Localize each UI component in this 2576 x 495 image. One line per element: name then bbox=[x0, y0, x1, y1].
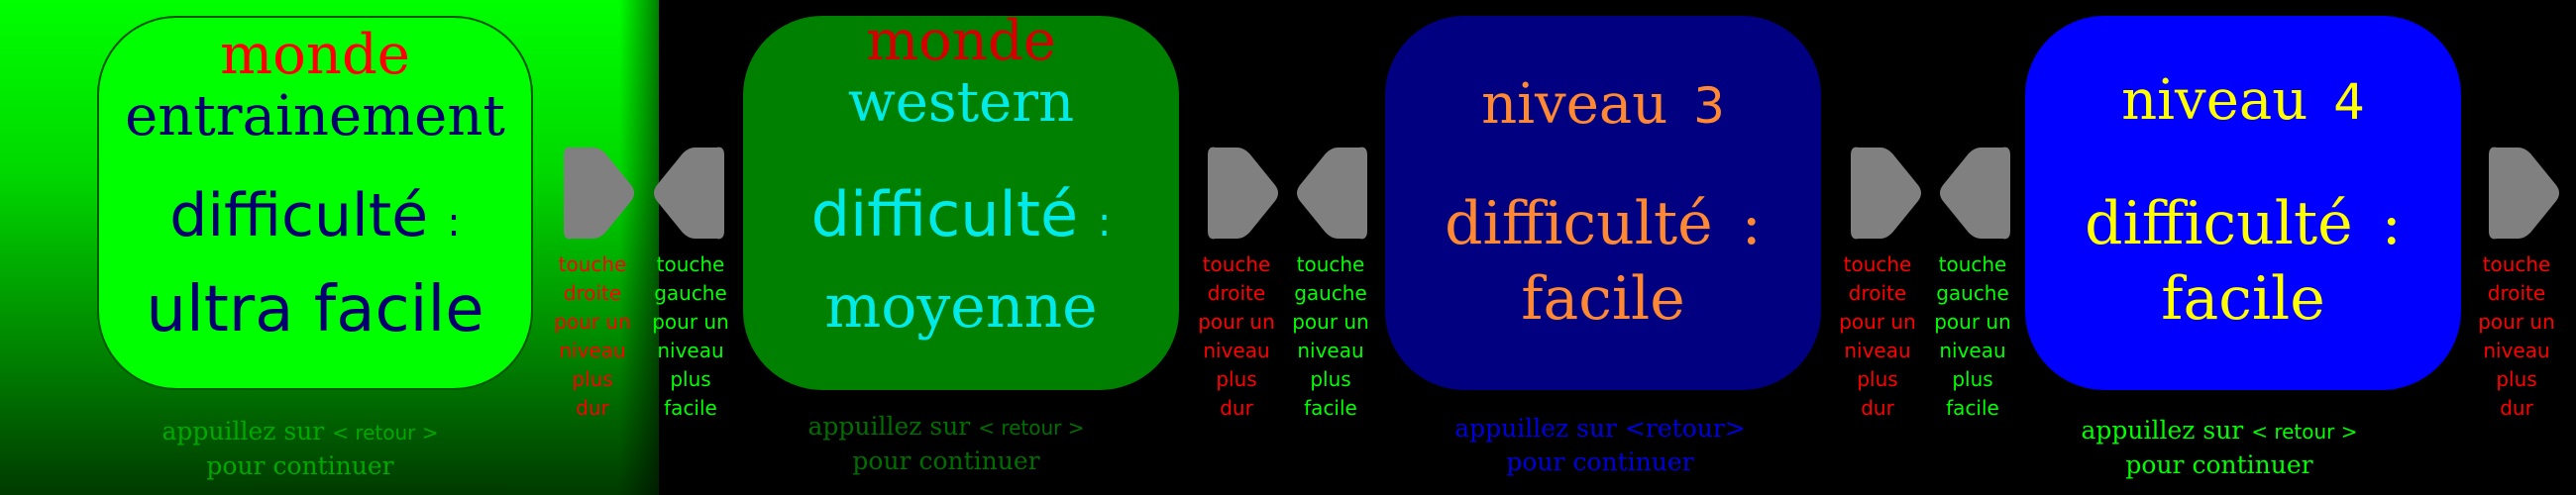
difficulty-label: difficulté : bbox=[1445, 189, 1762, 258]
continue-prompt: appuillez sur < retour > pour continuer bbox=[161, 417, 439, 480]
hint-left: touche gauche pour un niveau plus facile bbox=[1292, 252, 1369, 420]
difficulty-value: facile bbox=[2161, 264, 2325, 334]
arrow-left-icon[interactable] bbox=[1937, 144, 2014, 243]
hint-right: touche droite pour un niveau plus dur bbox=[1839, 252, 1916, 420]
continue-prompt: appuillez sur < retour > pour continuer bbox=[2081, 416, 2358, 479]
level-card-western[interactable]: monde western difficulté : moyenne bbox=[743, 9, 1179, 390]
arrow-right-icon[interactable] bbox=[1204, 144, 1281, 243]
world-label: monde bbox=[220, 23, 410, 87]
level-title: niveau 4 bbox=[2121, 68, 2365, 133]
level-card-niveau-4[interactable]: niveau 4 difficulté : facile bbox=[2025, 16, 2461, 390]
arrow-left-icon[interactable] bbox=[1294, 144, 1371, 243]
level-name: entrainement bbox=[125, 84, 505, 148]
arrow-left-icon[interactable] bbox=[651, 144, 728, 243]
difficulty-value: ultra facile bbox=[146, 273, 484, 346]
difficulty-value: moyenne bbox=[824, 272, 1098, 342]
level-title: niveau 3 bbox=[1481, 72, 1725, 137]
hint-right: touche droite pour un niveau plus dur bbox=[2478, 252, 2555, 420]
continue-prompt: appuillez sur <retour> pour continuer bbox=[1454, 414, 1746, 476]
hint-right: touche droite pour un niveau plus dur bbox=[1198, 252, 1275, 420]
level-card-entrainement[interactable]: monde entrainement difficulté : ultra fa… bbox=[97, 16, 533, 390]
arrow-right-icon[interactable] bbox=[560, 144, 637, 243]
level-card-niveau-3[interactable]: niveau 3 difficulté : facile bbox=[1385, 16, 1821, 390]
world-label: monde bbox=[866, 9, 1056, 73]
hint-left: touche gauche pour un niveau plus facile bbox=[1934, 252, 2011, 420]
difficulty-label: difficulté : bbox=[169, 181, 461, 250]
difficulty-label: difficulté : bbox=[810, 178, 1112, 250]
continue-prompt: appuillez sur < retour > pour continuer bbox=[807, 412, 1085, 475]
difficulty-label: difficulté : bbox=[2085, 189, 2402, 258]
hint-left: touche gauche pour un niveau plus facile bbox=[652, 252, 729, 420]
difficulty-value: facile bbox=[1521, 264, 1685, 334]
hint-right: touche droite pour un niveau plus dur bbox=[554, 252, 631, 420]
arrow-right-icon[interactable] bbox=[1847, 144, 1924, 243]
arrow-right-icon[interactable] bbox=[2485, 144, 2562, 243]
level-name: western bbox=[847, 70, 1075, 135]
